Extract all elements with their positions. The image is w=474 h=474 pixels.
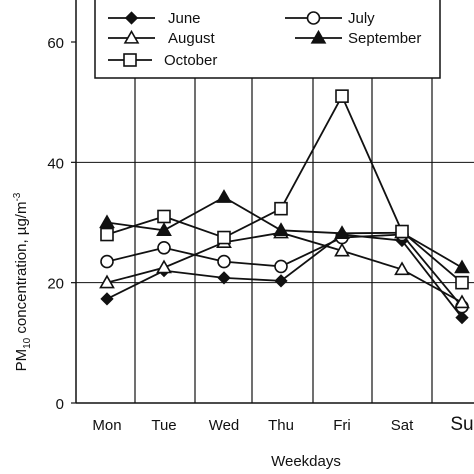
point-august-tue	[156, 259, 172, 274]
legend-label-august: August	[168, 30, 216, 47]
y-tick-label-0: 0	[56, 396, 64, 413]
y-tick-label-60: 60	[47, 35, 64, 52]
point-june-mon	[100, 292, 114, 306]
legend-label-october: October	[164, 52, 217, 69]
x-tick-label-su: Su	[450, 414, 473, 435]
legend-label-july: July	[348, 10, 375, 27]
point-september-tue	[156, 222, 172, 236]
legend-item-october: October	[108, 52, 217, 69]
y-axis-label: PM10 concentration, µg/m-3	[12, 192, 33, 371]
legend-marker-june	[124, 11, 139, 25]
legend-item-june: June	[108, 10, 201, 27]
point-october-su	[455, 275, 469, 290]
legend-box	[94, 0, 441, 79]
point-july-thu	[274, 259, 288, 274]
legend-label-september: September	[348, 30, 421, 47]
point-june-wed	[217, 271, 231, 285]
point-september-mon	[99, 214, 115, 229]
x-tick-label-tue: Tue	[151, 417, 176, 434]
y-axis-label-main: PM	[13, 349, 30, 372]
point-october-tue	[157, 209, 171, 224]
legend-item-july: July	[285, 10, 375, 27]
point-october-wed	[217, 230, 231, 245]
point-july-wed	[217, 254, 231, 269]
legend-item-september: September	[295, 29, 421, 47]
point-july-mon	[100, 254, 114, 269]
point-august-sat	[394, 261, 410, 276]
point-october-thu	[274, 201, 288, 216]
x-tick-label-thu: Thu	[268, 417, 294, 434]
series-october	[100, 89, 469, 290]
legend-label-june: June	[168, 10, 201, 27]
x-tick-label-fri: Fri	[333, 417, 351, 434]
point-october-mon	[100, 227, 114, 242]
point-september-fri	[334, 225, 350, 240]
point-september-wed	[216, 189, 232, 203]
point-september-su	[454, 259, 470, 274]
x-tick-label-wed: Wed	[209, 417, 240, 434]
x-axis-label: Weekdays	[271, 453, 341, 470]
y-tick-label-20: 20	[47, 276, 64, 293]
y-tick-label-40: 40	[47, 155, 64, 172]
legend-marker-september	[310, 29, 327, 44]
x-tick-label-sat: Sat	[391, 417, 414, 434]
y-axis-label-subscript: 10	[22, 337, 33, 349]
point-july-tue	[157, 240, 171, 255]
legend-marker-july	[306, 11, 321, 25]
point-june-thu	[274, 274, 288, 288]
legend-marker-august	[123, 29, 140, 44]
y-axis-label-superscript: -3	[12, 192, 23, 201]
point-october-sat	[395, 224, 409, 239]
point-august-mon	[99, 274, 115, 289]
legend-marker-october	[123, 53, 137, 67]
point-september-thu	[273, 222, 289, 236]
series-line-october	[106, 94, 463, 284]
point-august-fri	[334, 242, 350, 257]
point-october-fri	[335, 89, 349, 103]
y-axis-label-rest: concentration, µg/m	[13, 202, 30, 338]
legend-item-august: August	[108, 29, 216, 47]
point-june-su	[455, 310, 469, 325]
x-tick-label-mon: Mon	[92, 417, 121, 434]
point-august-su	[454, 294, 470, 309]
